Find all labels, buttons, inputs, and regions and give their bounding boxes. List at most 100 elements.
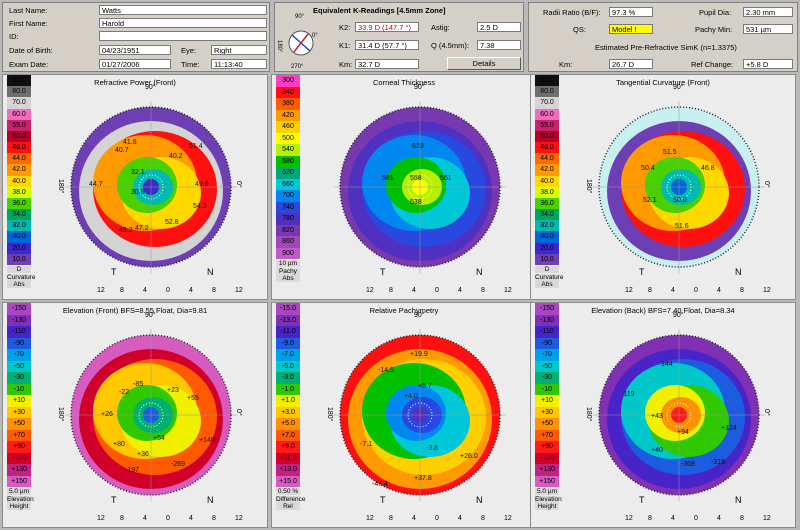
degree-180-label: 180° (585, 179, 592, 194)
map-panel[interactable]: Tangential Curvature (Front) 90.0 80.0 70.0… (530, 74, 796, 300)
temporal-label: T (639, 495, 645, 505)
axis-tick: 4 (717, 287, 721, 294)
topography-map[interactable] (31, 313, 271, 513)
astig-field: 2.5 D (477, 22, 521, 32)
pachy-min-field: 531 µm (743, 24, 793, 34)
scale-step: 32.0 (7, 220, 31, 232)
id-field[interactable] (99, 31, 267, 41)
map-value-label: +55 (187, 395, 199, 402)
scale-type: Pachy Abs (276, 268, 300, 282)
scale-step: -11.0 (276, 326, 300, 338)
map-value-label: +23 (167, 387, 179, 394)
color-scale: -150 -130 -110 -90 -70 -50 -30 -10 +10 +30 +50 +70 +… (7, 303, 31, 487)
map-value-label: 30.8 (131, 189, 145, 196)
degree-90-label: 90° (673, 84, 684, 91)
scale-step: -70 (535, 349, 559, 361)
scale-step: +110 (7, 452, 31, 464)
degree-90-label: 90° (414, 84, 425, 91)
scale-step: -130 (535, 314, 559, 326)
axis-dial (288, 30, 314, 56)
map-value-label: 558 (410, 175, 422, 182)
map-panel[interactable]: Refractive Power (Front) 90.0 80.0 70.0 60.0… (2, 74, 268, 300)
degree-90-label: 90° (145, 312, 156, 319)
map-value-label: 41.8 (123, 139, 137, 146)
scale-step: 80.0 (7, 86, 31, 98)
details-button[interactable]: Details (447, 57, 521, 70)
dial-270: 270° (291, 64, 304, 70)
scale-step: -30 (535, 372, 559, 384)
time-field[interactable]: 11:13:40 (211, 59, 267, 69)
nasal-label: N (476, 495, 483, 505)
map-value-label: 32.1 (131, 169, 145, 176)
scale-step: 38.0 (535, 186, 559, 198)
scale-step: -1.0 (276, 383, 300, 395)
scale-step: 580 (276, 155, 300, 167)
scale-step: 380 (276, 98, 300, 110)
map-value-label: +36 (137, 451, 149, 458)
degree-0-label: 0° (235, 181, 242, 188)
temporal-label: T (111, 267, 117, 277)
degree-90-label: 90° (414, 312, 425, 319)
scale-step: 42.0 (7, 164, 31, 176)
scale-step: 34.0 (535, 209, 559, 221)
scale-step: -50 (535, 360, 559, 372)
scale-step: 340 (276, 86, 300, 98)
last-name-field[interactable]: Watts (99, 5, 267, 15)
map-value-label: 40.2 (169, 153, 183, 160)
axis-tick: 8 (481, 287, 485, 294)
scale-step: +7.0 (276, 429, 300, 441)
color-scale: 300 340 380 420 460 500 540 580 620 660 700 740 780 8… (276, 75, 300, 259)
map-value-label: 51.6 (675, 223, 689, 230)
scale-step: -5.0 (276, 360, 300, 372)
scale-step: 300 (276, 75, 300, 87)
scale-unit: 0.50 % (276, 488, 300, 495)
map-value-label: -14.5 (378, 367, 394, 374)
axis-tick: 4 (671, 515, 675, 522)
map-panel[interactable]: Relative Pachymetry -15.0 -13.0 -11.0 -9.0 -7… (271, 302, 537, 528)
map-value-label: 52.8 (165, 219, 179, 226)
scale-type: Elevation Height (535, 496, 562, 510)
scale-type: Curvature Abs (7, 274, 36, 288)
scale-step: -110 (7, 326, 31, 338)
dial-90: 90° (295, 14, 305, 20)
map-value-label: 581 (382, 175, 394, 182)
degree-0-label: 0° (235, 409, 242, 416)
scale-step: 34.0 (7, 209, 31, 221)
scale-step: -130 (7, 314, 31, 326)
scale-step: 10.0 (535, 253, 559, 265)
map-value-label: +5.7 (418, 383, 432, 390)
map-panel[interactable]: Elevation (Back) BFS=7.40 Float, Dia=8.3… (530, 302, 796, 528)
eye-field[interactable]: Right (211, 45, 267, 55)
map-value-label: 40.7 (115, 147, 129, 154)
map-panel[interactable]: Corneal Thickness 300 340 380 420 460 500 540 58… (271, 74, 537, 300)
topography-map[interactable] (559, 313, 799, 513)
scale-type: Elevation Height (7, 496, 34, 510)
axis-tick: 4 (189, 515, 193, 522)
scale-step: 44.0 (7, 153, 31, 165)
first-name-field[interactable]: Harold (99, 18, 267, 28)
axis-tick: 4 (412, 287, 416, 294)
topography-map[interactable] (300, 85, 540, 285)
topography-map[interactable] (559, 85, 799, 285)
eye-label: Eye: (181, 46, 197, 55)
nasal-label: N (207, 267, 214, 277)
scale-step: +13.0 (276, 464, 300, 476)
scale-step: +110 (535, 452, 559, 464)
exam-date-field[interactable]: 01/27/2006 (99, 59, 171, 69)
topography-map[interactable] (300, 313, 540, 513)
dob-field[interactable]: 04/23/1951 (99, 45, 171, 55)
map-value-label: +43 (651, 413, 663, 420)
axis-tick: 8 (389, 515, 393, 522)
pupil-label: Pupil Dia: (699, 8, 732, 17)
topography-map[interactable] (31, 85, 271, 285)
axis-tick: 12 (97, 515, 105, 522)
map-value-label: 49.6 (195, 181, 209, 188)
scale-step: 50.0 (535, 130, 559, 143)
degree-180-label: 180° (57, 407, 64, 422)
nasal-label: N (476, 267, 483, 277)
scale-step: 42.0 (535, 164, 559, 176)
axis-tick: 8 (389, 287, 393, 294)
qs-field: Model ! (609, 24, 653, 34)
map-panel[interactable]: Elevation (Front) BFS=8.55 Float, Dia=9.… (2, 302, 268, 528)
axis-tick: 8 (648, 515, 652, 522)
